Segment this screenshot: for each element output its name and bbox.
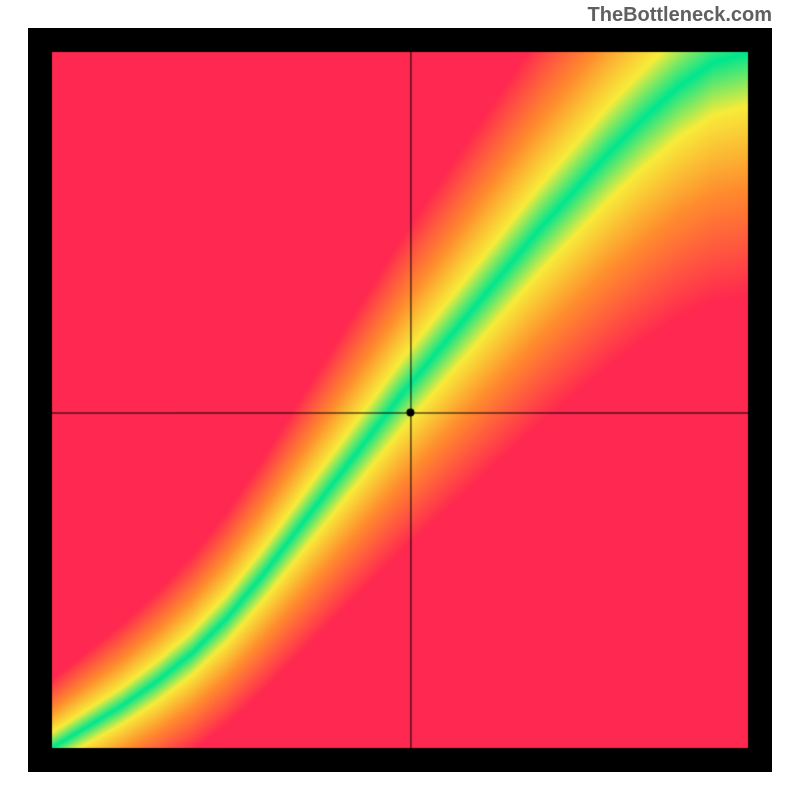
watermark-text: TheBottleneck.com xyxy=(588,4,772,27)
bottleneck-heatmap xyxy=(28,28,772,772)
